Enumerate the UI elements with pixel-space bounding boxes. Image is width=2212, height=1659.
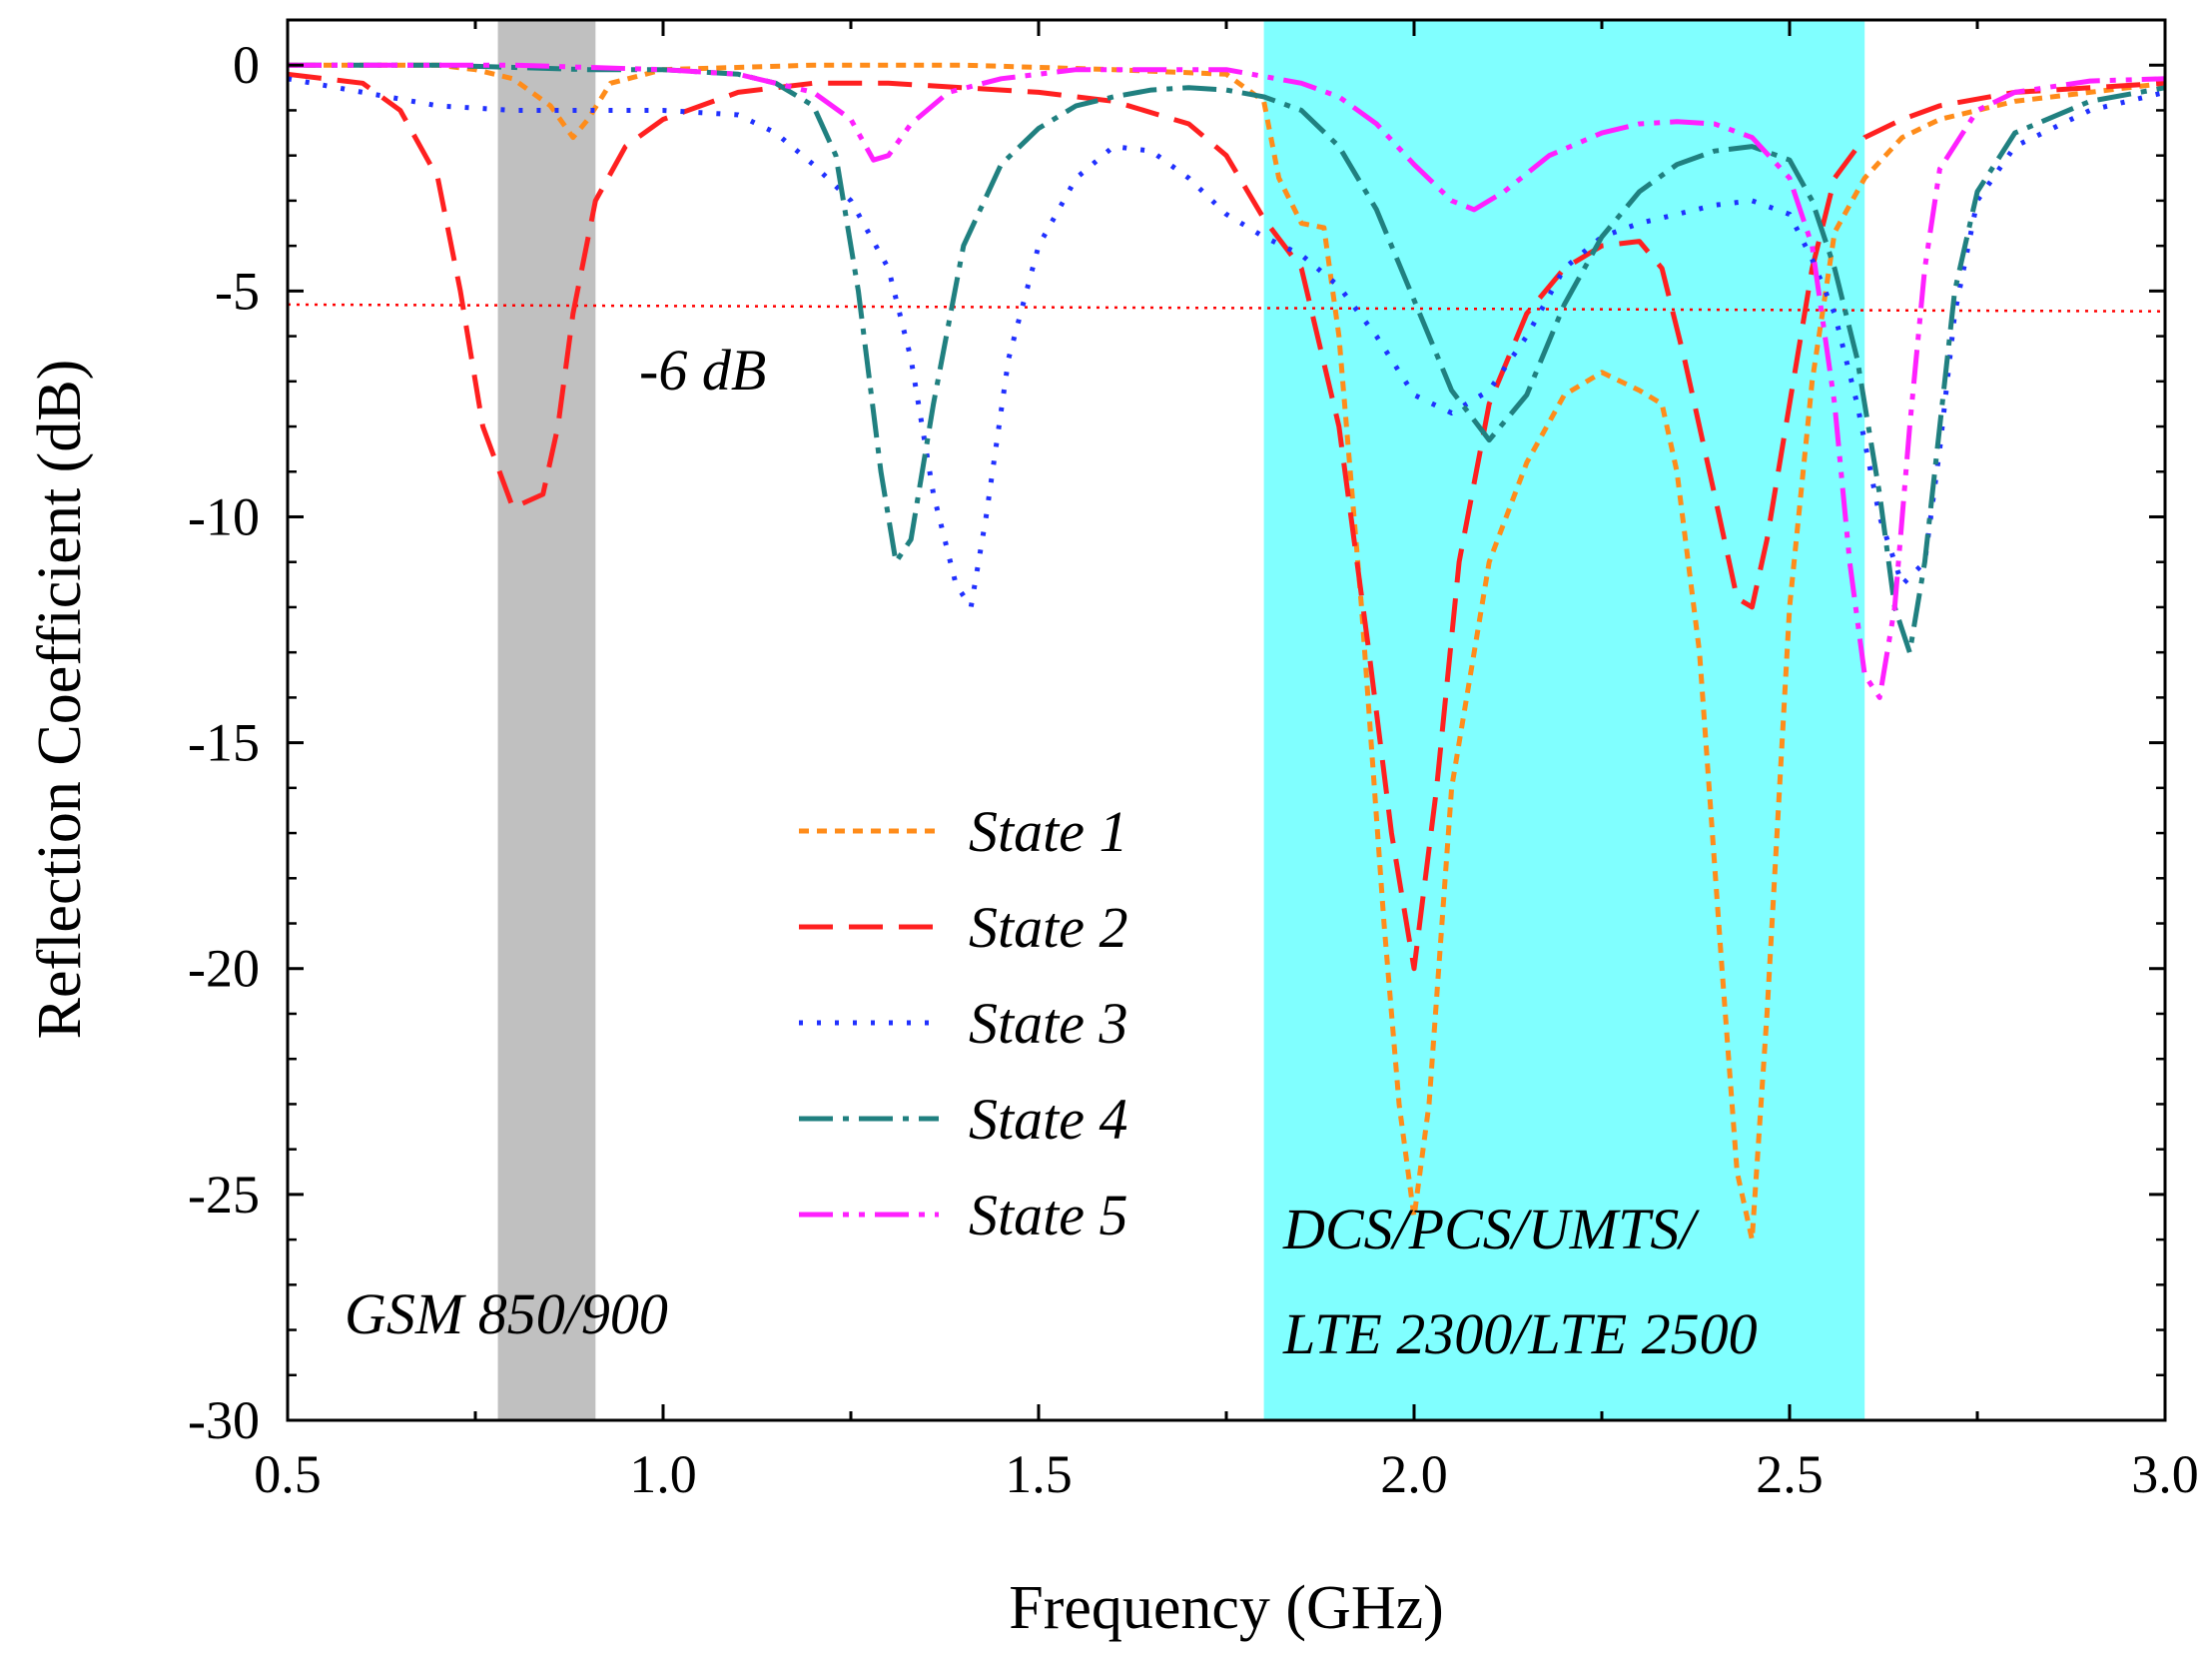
series-line-state-1 <box>288 62 2166 1243</box>
y-tick-label: -20 <box>188 939 260 999</box>
y-tick-labels: 0 -5 -10 -15 -20 -25 -30 <box>188 35 260 1450</box>
x-tick-label: 2.5 <box>1756 1444 1824 1504</box>
y-tick-label: -30 <box>188 1390 260 1450</box>
series-line-state-3 <box>287 76 2166 610</box>
x-tick-labels: 0.5 1.0 1.5 2.0 2.5 3.0 <box>254 1444 2199 1504</box>
band-gsm <box>497 20 596 1420</box>
y-tick-label: 0 <box>233 35 260 95</box>
x-tick-label: 1.0 <box>629 1444 697 1504</box>
gsm-band-label: GSM 850/900 <box>345 1281 668 1346</box>
band-dcs <box>1263 20 1865 1420</box>
x-tick-label: 2.0 <box>1380 1444 1448 1504</box>
x-tick-label: 1.5 <box>1005 1444 1073 1504</box>
series-lines <box>287 62 2166 1243</box>
legend-label-state-2: State 2 <box>969 895 1127 960</box>
frequency-bands <box>497 20 1865 1420</box>
axis-ticks <box>286 20 2167 1422</box>
dcs-band-label-line1: DCS/PCS/UMTS/ <box>1282 1197 1700 1261</box>
y-tick-label: -5 <box>215 261 260 321</box>
y-axis-title: Reflection Coefficient (dB) <box>26 360 94 1040</box>
legend-label-state-1: State 1 <box>969 799 1127 864</box>
series-line-state-5 <box>288 62 2166 700</box>
legend-label-state-5: State 5 <box>969 1183 1127 1247</box>
reference-line-group <box>287 303 2166 313</box>
series-line-state-2 <box>287 71 2166 972</box>
legend-label-state-4: State 4 <box>969 1087 1127 1152</box>
y-tick-label: -25 <box>188 1165 260 1225</box>
legend-label-state-3: State 3 <box>969 991 1127 1056</box>
dcs-band-label-line2: LTE 2300/LTE 2500 <box>1282 1301 1758 1366</box>
x-tick-label: 0.5 <box>254 1444 322 1504</box>
y-tick-label: -15 <box>188 713 260 773</box>
legend: State 1 State 2 State 3 State 4 State 5 <box>799 799 1127 1247</box>
reference-line <box>287 303 2166 313</box>
reference-line-label: -6 dB <box>639 338 766 403</box>
x-tick-label: 3.0 <box>2131 1444 2199 1504</box>
y-tick-label: -10 <box>188 486 260 546</box>
x-axis-title: Frequency (GHz) <box>1009 1574 1444 1642</box>
